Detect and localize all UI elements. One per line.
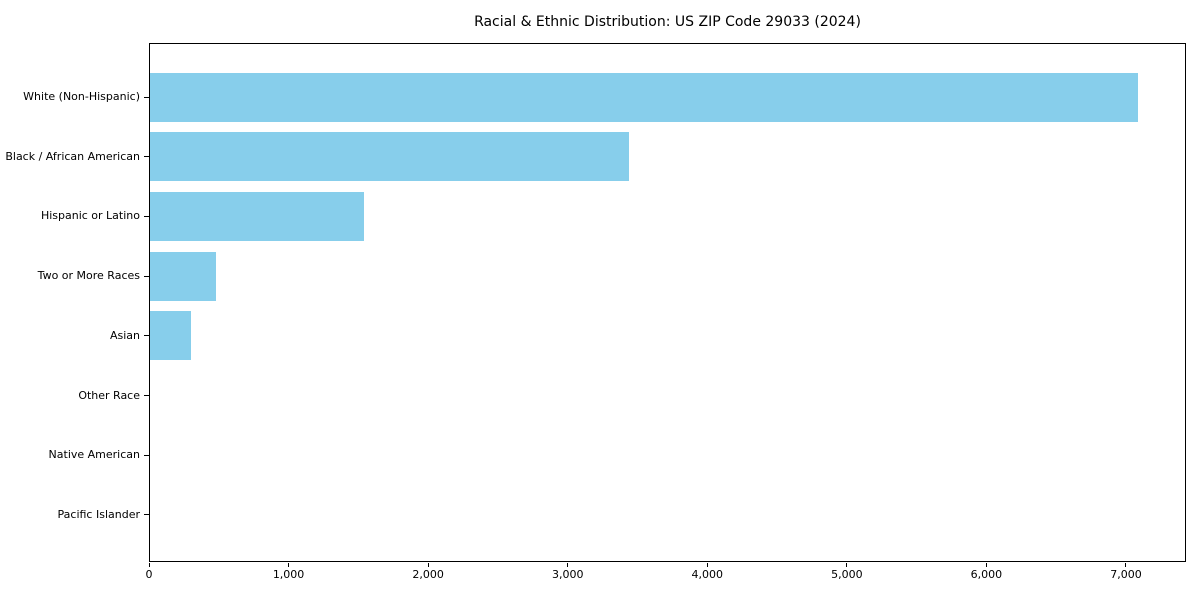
- y-tick-mark: [144, 454, 149, 456]
- category-label: Black / African American: [5, 149, 140, 163]
- category-label: White (Non-Hispanic): [23, 90, 140, 103]
- bar: [150, 72, 1139, 122]
- category-label: Other Race: [78, 388, 140, 402]
- x-tick-label: 7,000: [1110, 568, 1142, 581]
- y-tick-mark: [144, 156, 149, 158]
- chart-title: Racial & Ethnic Distribution: US ZIP Cod…: [474, 14, 861, 30]
- category-label: Pacific Islander: [57, 507, 140, 521]
- x-tick-label: 4,000: [691, 568, 724, 581]
- x-tick-label: 6,000: [970, 568, 1003, 581]
- x-tick-mark: [427, 563, 429, 567]
- y-tick-mark: [144, 215, 149, 217]
- x-tick-mark: [288, 563, 290, 567]
- x-tick-mark: [148, 563, 150, 567]
- x-tick-label: 0: [145, 568, 153, 581]
- bar: [150, 191, 364, 241]
- bar: [150, 311, 192, 361]
- y-tick-mark: [144, 275, 149, 277]
- x-tick-mark: [706, 563, 708, 567]
- x-tick-mark: [985, 563, 987, 567]
- x-tick-mark: [846, 563, 848, 567]
- bar: [150, 251, 217, 301]
- x-tick-label: 3,000: [551, 568, 584, 581]
- x-tick-label: 2,000: [412, 568, 444, 581]
- y-tick-mark: [144, 335, 149, 337]
- x-tick-label: 5,000: [831, 568, 863, 581]
- bar: [150, 132, 630, 182]
- category-label: Hispanic or Latino: [40, 209, 140, 223]
- y-tick-mark: [144, 395, 149, 396]
- category-label: Two or More Races: [37, 269, 140, 283]
- x-tick-label: 1,000: [272, 568, 305, 581]
- y-tick-mark: [144, 96, 149, 98]
- x-tick-mark: [567, 563, 569, 567]
- y-tick-mark: [144, 514, 149, 516]
- category-label: Asian: [109, 328, 140, 342]
- plot-area: [149, 43, 1186, 562]
- category-label: Native American: [48, 448, 140, 462]
- x-tick-mark: [1125, 563, 1127, 567]
